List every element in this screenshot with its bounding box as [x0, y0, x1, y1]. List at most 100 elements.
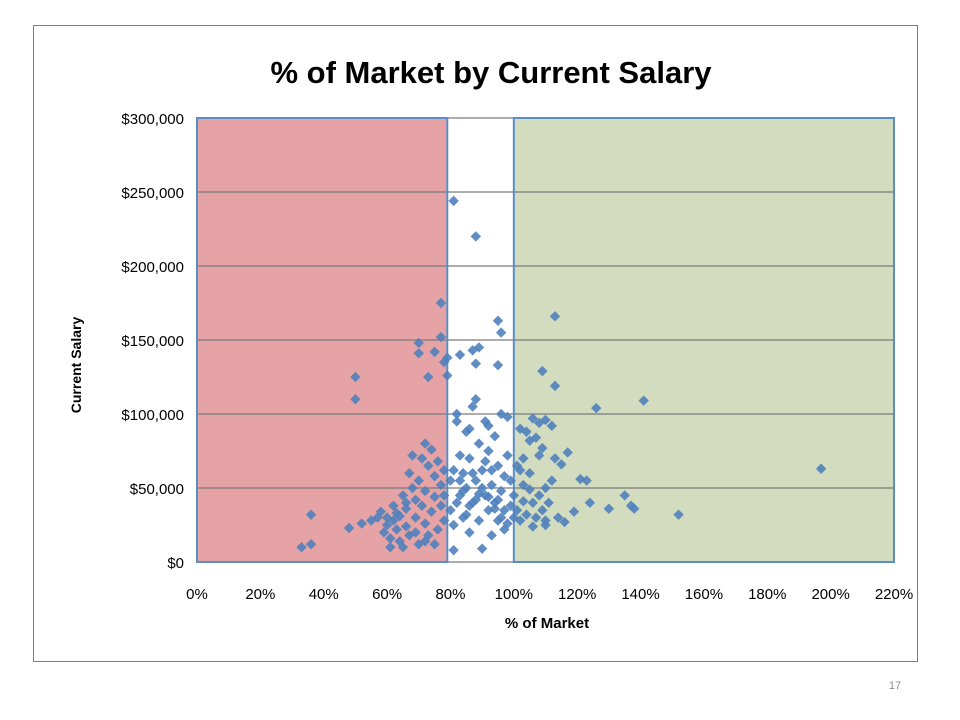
data-point [673, 509, 684, 520]
data-point [638, 395, 649, 406]
data-point [404, 468, 415, 479]
data-point [381, 519, 393, 531]
data-point [470, 358, 481, 369]
slide-number: 17 [888, 680, 902, 692]
data-point [489, 431, 501, 442]
data-point [419, 438, 431, 449]
data-point [527, 497, 539, 508]
data-point [305, 509, 317, 520]
data-point [575, 473, 586, 485]
data-point [429, 539, 440, 550]
data-point [492, 460, 504, 471]
data-point [473, 488, 485, 500]
data-point [416, 500, 428, 511]
data-point [476, 465, 488, 476]
data-point [464, 527, 475, 538]
data-point [397, 490, 409, 501]
x-tick-label: 200% [811, 586, 849, 603]
data-point [451, 416, 462, 427]
data-point [416, 453, 428, 464]
data-point [435, 297, 447, 309]
x-tick-label: 120% [558, 586, 596, 603]
data-point [603, 503, 615, 514]
data-point [483, 420, 494, 432]
x-tick-label: 180% [748, 586, 786, 603]
market-band-border-2 [512, 117, 895, 563]
data-point [350, 371, 361, 383]
y-tick-label: $50,000 [130, 481, 184, 498]
data-point [445, 475, 456, 486]
data-point [473, 438, 485, 449]
data-point [499, 470, 510, 482]
data-point [559, 516, 570, 528]
data-point [413, 348, 424, 359]
data-point [524, 484, 535, 495]
data-point [495, 512, 507, 523]
y-axis-label: Current Salary [68, 317, 84, 414]
data-point [410, 527, 421, 538]
x-tick-label: 60% [372, 586, 402, 603]
market-band-border-1 [196, 117, 449, 563]
x-tick-label: 20% [245, 586, 275, 603]
y-tick-label: $200,000 [121, 259, 184, 276]
data-point [505, 475, 516, 486]
data-point [410, 494, 421, 506]
y-tick-label: $100,000 [121, 407, 184, 424]
data-point [448, 465, 459, 476]
data-point [448, 195, 459, 207]
data-point [457, 468, 469, 479]
data-point [527, 521, 539, 532]
data-point [426, 444, 437, 455]
data-point [549, 380, 561, 392]
data-point [388, 500, 399, 511]
data-point [486, 530, 497, 541]
data-point [518, 479, 529, 491]
data-point [423, 460, 434, 471]
data-point [407, 450, 418, 461]
data-point [378, 527, 390, 538]
data-point [584, 497, 596, 508]
data-point [432, 456, 443, 467]
data-point [590, 402, 602, 414]
data-point [423, 371, 434, 383]
x-axis-label: % of Market [505, 615, 589, 632]
x-axis-ticks: 0% 20% 40% 60% 80% 100% 120% 140% 160% 180% 200% 22… [186, 586, 913, 603]
data-point [549, 311, 561, 322]
data-point [464, 423, 475, 434]
data-point [581, 475, 592, 486]
data-point [492, 494, 504, 506]
data-point [470, 231, 481, 242]
data-point [400, 521, 412, 532]
data-point [486, 465, 497, 476]
data-point [305, 539, 317, 550]
x-tick-label: 140% [621, 586, 659, 603]
data-point [495, 485, 507, 497]
x-tick-label: 220% [875, 586, 913, 603]
data-point [473, 515, 485, 526]
data-point [438, 490, 450, 501]
data-point [540, 482, 551, 494]
data-point [489, 503, 501, 514]
data-point [540, 515, 551, 526]
y-tick-label: $250,000 [121, 185, 184, 202]
data-point [464, 453, 475, 464]
data-point [429, 346, 440, 358]
data-point [442, 370, 453, 381]
data-point [552, 512, 564, 523]
data-point [524, 468, 535, 479]
data-point [470, 394, 481, 405]
data-point [438, 465, 450, 476]
data-point [400, 503, 412, 514]
data-point [619, 490, 630, 501]
chart-frame: % of Market by Current Salary $0 $50,000 $… [33, 25, 918, 662]
x-tick-label: 40% [309, 586, 339, 603]
data-point [451, 497, 462, 508]
data-point [518, 453, 529, 464]
data-point [457, 485, 469, 497]
data-point [502, 518, 513, 529]
data-point [400, 497, 412, 508]
data-point [549, 453, 561, 464]
data-point [495, 327, 507, 338]
data-point [467, 401, 478, 412]
data-point [448, 544, 459, 556]
